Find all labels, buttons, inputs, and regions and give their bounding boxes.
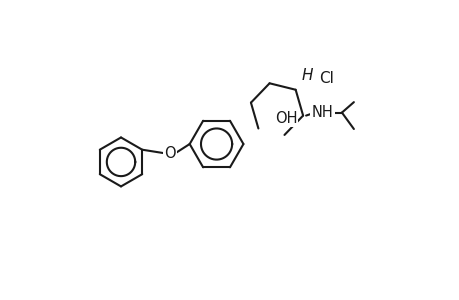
Text: Cl: Cl <box>319 71 334 86</box>
Text: NH: NH <box>311 105 333 120</box>
Text: O: O <box>164 146 176 161</box>
Text: H: H <box>301 68 313 83</box>
Text: OH: OH <box>274 111 297 126</box>
